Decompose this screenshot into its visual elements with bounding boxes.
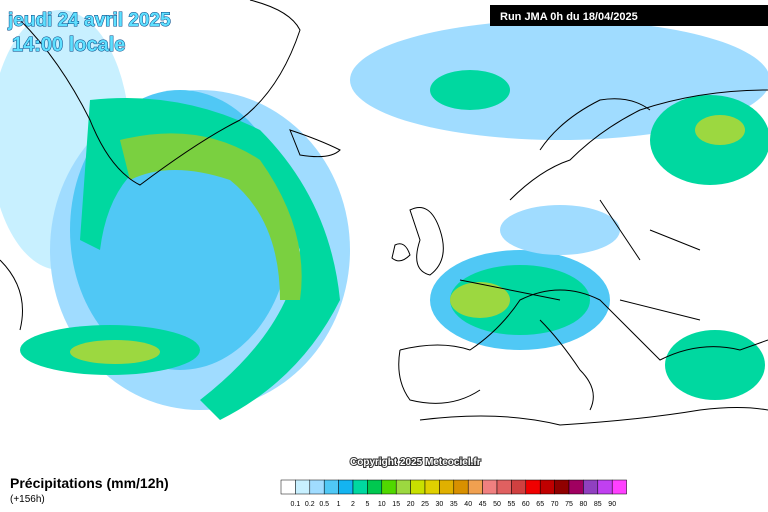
- legend-label: 45: [479, 501, 487, 508]
- precipitation-field: [0, 10, 768, 420]
- legend-title: Précipitations (mm/12h): [10, 475, 169, 491]
- legend-label: 90: [608, 501, 616, 508]
- run-box: [490, 5, 768, 26]
- legend-swatch: [511, 479, 527, 495]
- legend-swatch: [280, 479, 296, 495]
- legend-swatch: [410, 479, 426, 495]
- legend-swatch: [597, 479, 613, 495]
- legend-label: 0.5: [319, 501, 329, 508]
- legend-swatch: [295, 479, 311, 495]
- legend-swatch: [395, 479, 411, 495]
- legend-swatch: [568, 479, 584, 495]
- date-title: jeudi 24 avril 2025: [7, 10, 171, 31]
- legend-label: 75: [565, 501, 573, 508]
- legend-label: 35: [450, 501, 458, 508]
- legend-swatch: [439, 479, 455, 495]
- legend-swatch: [554, 479, 570, 495]
- time-title: 14:00 locale: [12, 34, 125, 56]
- legend-label: 5: [365, 501, 369, 508]
- legend-swatch: [611, 479, 627, 495]
- legend-label: 0.2: [305, 501, 315, 508]
- legend-swatch: [539, 479, 555, 495]
- legend-label: 15: [392, 501, 400, 508]
- legend-label: 55: [508, 501, 516, 508]
- legend-swatch: [381, 479, 397, 495]
- run-label: Run JMA 0h du 18/04/2025: [500, 11, 638, 23]
- legend-label: 85: [594, 501, 602, 508]
- legend-label: 70: [551, 501, 559, 508]
- legend-label: 80: [580, 501, 588, 508]
- legend-label: 1: [337, 501, 341, 508]
- legend-label: 50: [493, 501, 501, 508]
- legend-scale: 0.1 0.2 0.5 1 2 5 10 15 20 25 30 35 40 45 50 55 60 65 70 75…: [280, 479, 627, 508]
- legend-label: 10: [378, 501, 386, 508]
- legend-swatch: [424, 479, 440, 495]
- legend-label: 20: [407, 501, 415, 508]
- legend-label: 60: [522, 501, 530, 508]
- legend-label: 0.1: [291, 501, 301, 508]
- legend-swatch: [367, 479, 383, 495]
- legend-label: 65: [536, 501, 544, 508]
- legend-label: 30: [436, 501, 444, 508]
- legend-label: 2: [351, 501, 355, 508]
- legend-swatch: [482, 479, 498, 495]
- legend-swatch: [352, 479, 368, 495]
- legend-label: 40: [464, 501, 472, 508]
- legend-swatch: [453, 479, 469, 495]
- legend-swatch: [338, 479, 354, 495]
- legend-swatch: [467, 479, 483, 495]
- legend-swatch: [496, 479, 512, 495]
- coastlines: [0, 0, 768, 426]
- legend-swatch: [525, 479, 541, 495]
- legend-label: 25: [421, 501, 429, 508]
- legend-swatch: [309, 479, 325, 495]
- copyright: Copyright 2025 Meteociel.fr: [350, 457, 481, 468]
- legend-swatch: [583, 479, 599, 495]
- legend-swatch: [323, 479, 339, 495]
- legend-lead: (+156h): [10, 494, 45, 505]
